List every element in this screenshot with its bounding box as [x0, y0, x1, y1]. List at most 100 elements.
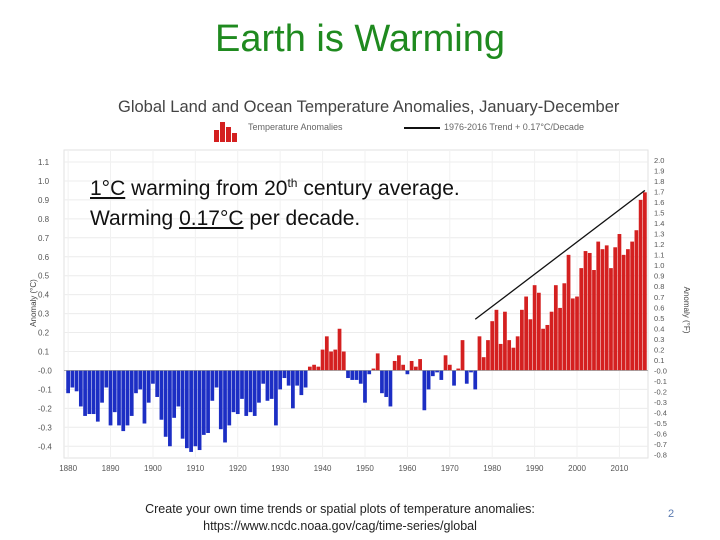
anomaly-bar — [295, 370, 299, 386]
slide-title: Earth is Warming — [215, 18, 505, 60]
anomaly-bar — [579, 268, 584, 371]
anomaly-bar — [363, 370, 367, 403]
warming-summary: 1°C warming from 20th century average. W… — [90, 168, 460, 234]
anomaly-bar — [609, 268, 613, 371]
y-tick-label: 0.6 — [38, 253, 50, 262]
x-tick-label: 1920 — [229, 464, 247, 473]
anomaly-bar — [244, 370, 249, 416]
anomaly-bar — [286, 370, 291, 386]
summary-line-1: 1°C warming from 20th century average. — [90, 168, 460, 204]
y2-tick-label: 0.4 — [654, 324, 664, 333]
anomaly-bar — [129, 370, 134, 416]
anomaly-bar — [354, 370, 359, 380]
x-tick-label: 1950 — [356, 464, 374, 473]
summary-text-4: per decade. — [243, 207, 361, 230]
y-tick-label: 0.4 — [38, 291, 50, 300]
anomaly-bar — [498, 343, 503, 371]
y2-axis-label: Anomaly (°F) — [682, 287, 691, 334]
anomaly-bar — [545, 324, 550, 371]
decade-rate: 0.17°C — [179, 207, 244, 230]
anomaly-bar — [104, 370, 109, 388]
y2-tick-label: 1.5 — [654, 209, 664, 218]
y-tick-label: 1.1 — [38, 158, 50, 167]
anomaly-bar — [626, 249, 630, 371]
anomaly-bar — [108, 370, 113, 426]
y2-tick-label: -0.4 — [654, 409, 667, 418]
y2-tick-label: -0.2 — [654, 388, 667, 397]
anomaly-bar — [392, 360, 397, 371]
anomaly-bar — [257, 370, 261, 403]
anomaly-bar — [587, 252, 592, 371]
anomaly-bar — [617, 234, 622, 371]
y-axis-label: Anomaly (°C) — [29, 279, 38, 327]
anomaly-bar — [532, 285, 537, 371]
y2-tick-label: -0.8 — [654, 451, 667, 460]
y2-tick-label: 1.0 — [654, 261, 664, 270]
x-tick-label: 1970 — [441, 464, 459, 473]
anomaly-bar — [142, 370, 147, 424]
anomaly-bar — [227, 370, 232, 426]
anomaly-bar — [112, 370, 117, 413]
anomaly-bar — [367, 370, 372, 375]
anomaly-bar — [159, 370, 164, 420]
y2-tick-label: 1.6 — [654, 198, 664, 207]
anomaly-bar — [151, 370, 155, 384]
anomaly-bar — [621, 254, 626, 371]
y2-tick-label: 0.9 — [654, 272, 664, 281]
anomaly-bar — [388, 370, 393, 407]
y2-tick-label: 1.8 — [654, 177, 664, 186]
legend-trend-line — [404, 127, 440, 129]
anomaly-bar — [66, 370, 70, 394]
y-tick-label: 0.8 — [38, 215, 50, 224]
anomaly-bar — [464, 370, 469, 384]
anomaly-bar — [265, 370, 270, 401]
anomaly-bar — [630, 241, 635, 371]
y2-tick-label: -0.7 — [654, 440, 667, 449]
anomaly-bar — [121, 370, 126, 432]
anomaly-bar — [613, 247, 618, 371]
y-tick-label: -0.0 — [38, 366, 52, 375]
anomaly-bar — [473, 370, 478, 390]
footer-note: Create your own time trends or spatial p… — [130, 501, 550, 535]
anomaly-bar — [180, 370, 185, 439]
y-tick-label: 0.3 — [38, 310, 50, 319]
anomaly-bar — [74, 370, 79, 392]
anomaly-bar — [375, 353, 380, 371]
anomaly-bar — [83, 370, 87, 416]
anomaly-bar — [70, 370, 75, 388]
anomaly-bar — [189, 370, 193, 452]
anomaly-bar — [380, 370, 384, 394]
y-tick-label: -0.4 — [38, 442, 52, 451]
anomaly-bar — [430, 370, 435, 377]
chart-title: Global Land and Ocean Temperature Anomal… — [118, 98, 620, 116]
anomaly-bar — [223, 370, 227, 443]
anomaly-bar — [312, 364, 316, 371]
x-tick-label: 1880 — [59, 464, 77, 473]
anomaly-bar — [477, 336, 482, 371]
x-tick-label: 2010 — [611, 464, 629, 473]
y-tick-label: 0.2 — [38, 329, 50, 338]
y2-tick-label: 1.2 — [654, 240, 664, 249]
anomaly-bar — [456, 368, 461, 371]
anomaly-bar — [218, 370, 223, 430]
x-tick-label: 1990 — [526, 464, 544, 473]
anomaly-bar — [592, 270, 596, 371]
anomaly-bar — [269, 370, 274, 399]
y2-tick-label: 1.1 — [654, 251, 664, 260]
anomaly-bar — [248, 370, 253, 413]
x-tick-label: 1940 — [314, 464, 332, 473]
footer-line-1: Create your own time trends or spatial p… — [145, 502, 535, 516]
anomaly-bar — [240, 370, 244, 399]
anomaly-bar — [452, 370, 456, 386]
anomaly-bar — [320, 349, 325, 371]
anomaly-bar — [278, 370, 283, 390]
footer-link[interactable]: https://www.ncdc.noaa.gov/cag/time-serie… — [203, 519, 477, 533]
anomaly-bar — [566, 254, 571, 371]
anomaly-bar — [401, 364, 406, 371]
y-tick-label: 0.1 — [38, 348, 50, 357]
anomaly-bar — [125, 370, 130, 426]
anomaly-bar — [291, 370, 295, 409]
anomaly-bar — [397, 355, 401, 371]
anomaly-bar — [447, 364, 452, 371]
